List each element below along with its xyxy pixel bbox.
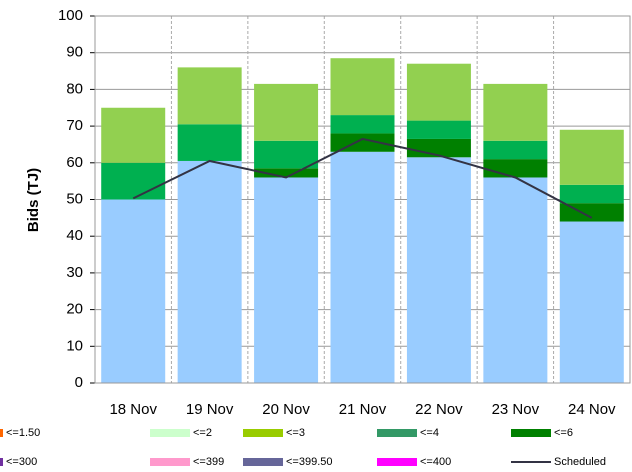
bar-segment (330, 151, 395, 383)
bar-segment (483, 140, 548, 160)
bar-segment (483, 177, 548, 383)
x-tick-label: 19 Nov (186, 401, 234, 418)
legend-label: <=400 (420, 456, 451, 468)
line-series (132, 137, 593, 219)
x-tick-label: 21 Nov (339, 401, 387, 418)
legend-label: <=3 (286, 427, 305, 439)
bar-segment (559, 184, 624, 204)
legend-label: <=4 (420, 427, 439, 439)
y-tick-label: 60 (66, 154, 83, 171)
y-tick-label: 90 (66, 44, 83, 61)
y-tick-label: 70 (66, 117, 83, 134)
legend-label: Scheduled (554, 456, 606, 468)
y-axis-label: Bids (TJ) (25, 168, 42, 232)
legend-label: <=399 (193, 456, 224, 468)
x-tick-label: 23 Nov (492, 401, 540, 418)
legend-swatch (150, 429, 190, 437)
legend-swatch (0, 429, 3, 437)
bar-segment (254, 168, 319, 178)
bar-segment (330, 133, 395, 152)
legend-swatch (0, 458, 3, 466)
legend-label: <=300 (6, 456, 37, 468)
bar-segment (406, 63, 471, 121)
legend-label: <=2 (193, 427, 212, 439)
legend-swatch (377, 429, 417, 437)
y-tick-label: 80 (66, 80, 83, 97)
bar-segment (254, 140, 319, 169)
legend-label: <=1.50 (6, 427, 40, 439)
bar-segment (101, 162, 166, 200)
bar-segment (101, 107, 166, 163)
x-tick-label: 18 Nov (109, 401, 157, 418)
y-tick-label: 50 (66, 190, 83, 207)
legend-swatch (377, 458, 417, 466)
legend-swatch (243, 429, 283, 437)
legend-label: <=399.50 (286, 456, 333, 468)
bar-segment (559, 221, 624, 383)
bar-segment (406, 120, 471, 139)
bar-segment (406, 157, 471, 383)
bar-segment (254, 177, 319, 383)
bar-segment (559, 203, 624, 222)
y-tick-label: 0 (75, 374, 83, 391)
y-tick-label: 40 (66, 227, 83, 244)
bar-segment (254, 83, 319, 141)
bar-segment (483, 83, 548, 141)
bar-segment (101, 199, 166, 383)
legend-label: <=6 (554, 427, 573, 439)
bar-segment (330, 58, 395, 116)
y-tick-label: 10 (66, 337, 83, 354)
y-tick-label: 100 (58, 7, 83, 24)
plot-border (94, 15, 631, 384)
bar-segment (330, 115, 395, 134)
bar-segment (559, 129, 624, 185)
y-tick-label: 20 (66, 301, 83, 318)
bar-segment (177, 124, 242, 161)
bar-segment (177, 160, 242, 383)
bar-segment (483, 159, 548, 178)
legend-swatch (150, 458, 190, 466)
legend-swatch (243, 458, 283, 466)
x-tick-label: 20 Nov (262, 401, 310, 418)
bar-segment (177, 67, 242, 125)
y-tick-label: 30 (66, 264, 83, 281)
legend-swatch (511, 429, 551, 437)
x-tick-label: 22 Nov (415, 401, 463, 418)
x-tick-label: 24 Nov (568, 401, 616, 418)
